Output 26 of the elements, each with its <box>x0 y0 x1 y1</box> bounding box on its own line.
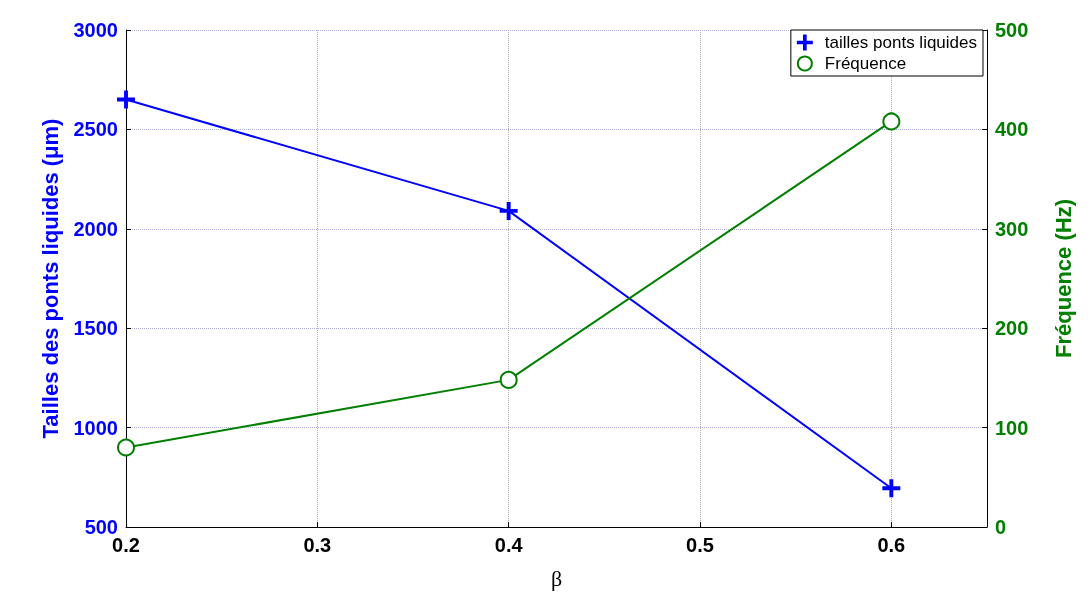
x-tick-label: 0.6 <box>877 534 906 556</box>
legend-label: Fréquence <box>824 54 907 73</box>
y-tick-label: 3000 <box>73 19 118 41</box>
y2-tick-label: 200 <box>995 317 1029 340</box>
x-tick-label: 0.5 <box>686 534 714 556</box>
y2-tick-label: 400 <box>995 118 1029 141</box>
y-tick-label: 1000 <box>73 416 118 439</box>
y2-tick-label: 100 <box>995 416 1029 439</box>
point <box>882 479 901 498</box>
y2-tick-label: 500 <box>995 19 1029 41</box>
y2-tick-label: 0 <box>995 516 1007 538</box>
point <box>117 90 135 109</box>
y-tick-label: 2000 <box>73 217 118 240</box>
point <box>117 438 135 457</box>
legend-label: tailles ponts liquides <box>824 33 978 52</box>
point <box>499 370 518 389</box>
x-tick-label: 0.3 <box>303 534 332 556</box>
point <box>882 112 901 131</box>
y-axis-title: Tailles des ponts liquides (μm) <box>37 118 63 439</box>
y2-axis-title: Fréquence (Hz) <box>1050 199 1076 358</box>
x-tick-label: 0.4 <box>494 534 524 556</box>
y2-tick-label: 300 <box>995 217 1029 240</box>
x-axis-title: β <box>550 565 563 591</box>
point <box>499 201 518 220</box>
y-tick-label: 2500 <box>73 118 118 141</box>
y-tick-label: 1500 <box>73 317 118 340</box>
